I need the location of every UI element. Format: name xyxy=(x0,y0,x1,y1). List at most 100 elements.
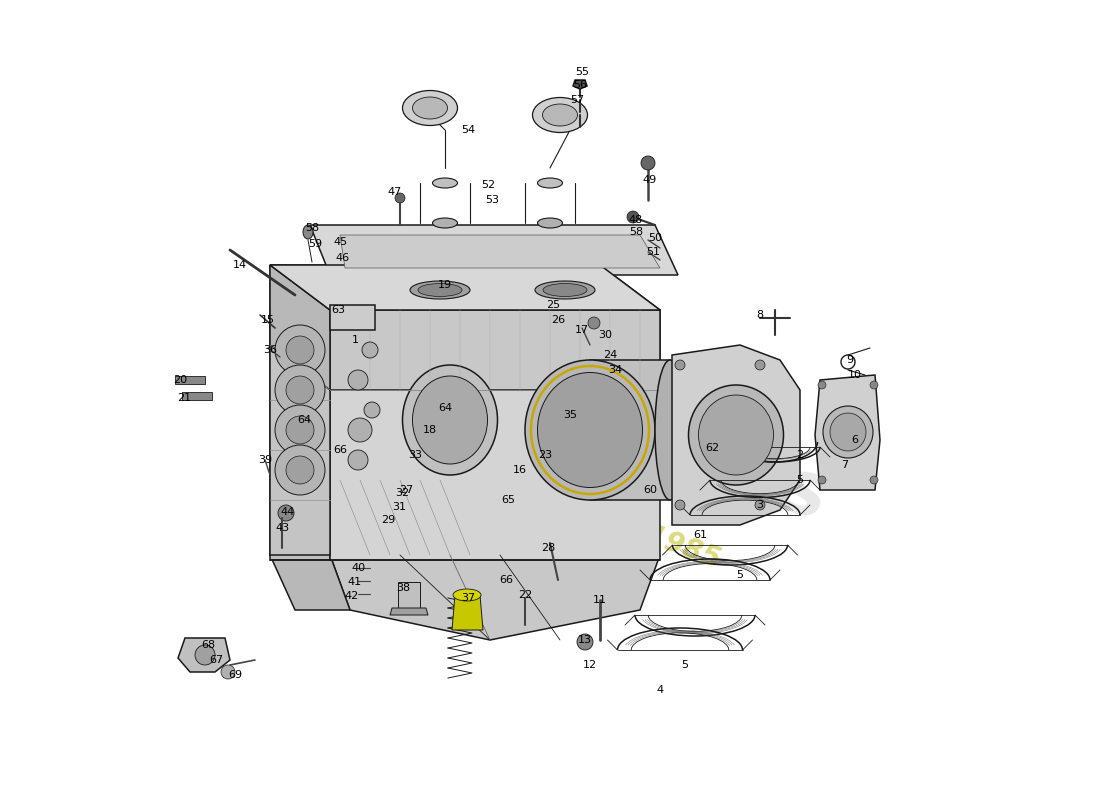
Ellipse shape xyxy=(542,104,578,126)
Text: 12: 12 xyxy=(583,660,597,670)
Ellipse shape xyxy=(403,365,497,475)
Polygon shape xyxy=(270,265,330,390)
Ellipse shape xyxy=(535,281,595,299)
Circle shape xyxy=(578,634,593,650)
Text: 57: 57 xyxy=(570,95,584,105)
Text: 58: 58 xyxy=(629,227,644,237)
Polygon shape xyxy=(270,555,350,610)
Polygon shape xyxy=(270,265,330,560)
Circle shape xyxy=(627,211,639,223)
Text: 6: 6 xyxy=(851,435,858,445)
Polygon shape xyxy=(270,310,330,555)
Text: 32: 32 xyxy=(395,488,409,498)
Text: 5: 5 xyxy=(682,660,689,670)
Polygon shape xyxy=(178,638,230,672)
Circle shape xyxy=(286,416,313,444)
Ellipse shape xyxy=(432,178,458,188)
Circle shape xyxy=(675,360,685,370)
Ellipse shape xyxy=(432,218,458,228)
Ellipse shape xyxy=(830,413,866,451)
Text: 51: 51 xyxy=(646,247,660,257)
Text: 42: 42 xyxy=(345,591,359,601)
Circle shape xyxy=(818,476,826,484)
Text: 23: 23 xyxy=(538,450,552,460)
Text: 58: 58 xyxy=(305,223,319,233)
Polygon shape xyxy=(175,376,205,384)
Text: 48: 48 xyxy=(629,215,644,225)
Polygon shape xyxy=(573,80,587,89)
Text: 25: 25 xyxy=(546,300,560,310)
Polygon shape xyxy=(330,555,660,640)
Polygon shape xyxy=(452,595,483,630)
Circle shape xyxy=(818,381,826,389)
Text: 60: 60 xyxy=(644,485,657,495)
Polygon shape xyxy=(182,392,212,400)
Circle shape xyxy=(275,405,324,455)
Ellipse shape xyxy=(403,90,458,126)
Text: 29: 29 xyxy=(381,515,395,525)
Text: 65: 65 xyxy=(500,495,515,505)
Text: 54: 54 xyxy=(461,125,475,135)
Text: 61: 61 xyxy=(693,530,707,540)
Text: 69: 69 xyxy=(228,670,242,680)
Circle shape xyxy=(870,381,878,389)
Circle shape xyxy=(286,336,313,364)
Ellipse shape xyxy=(410,281,470,299)
Text: 2: 2 xyxy=(796,450,804,460)
Text: 34: 34 xyxy=(608,365,623,375)
Text: 22: 22 xyxy=(518,590,532,600)
Text: 5: 5 xyxy=(737,570,744,580)
Text: 8: 8 xyxy=(757,310,763,320)
Circle shape xyxy=(278,505,294,521)
Circle shape xyxy=(348,370,369,390)
Text: 62: 62 xyxy=(705,443,719,453)
Text: 38: 38 xyxy=(396,583,410,593)
Text: 19: 19 xyxy=(438,280,452,290)
Text: 53: 53 xyxy=(485,195,499,205)
Ellipse shape xyxy=(412,97,448,119)
Circle shape xyxy=(286,376,313,404)
Text: 68: 68 xyxy=(201,640,216,650)
Text: 49: 49 xyxy=(642,175,657,185)
Text: 39: 39 xyxy=(257,455,272,465)
Ellipse shape xyxy=(698,395,773,475)
Text: 43: 43 xyxy=(275,523,289,533)
Text: 41: 41 xyxy=(346,577,361,587)
Text: 13: 13 xyxy=(578,635,592,645)
Text: 16: 16 xyxy=(513,465,527,475)
Ellipse shape xyxy=(823,406,873,458)
Polygon shape xyxy=(270,265,660,310)
Ellipse shape xyxy=(418,283,462,297)
Ellipse shape xyxy=(538,178,562,188)
Text: 15: 15 xyxy=(261,315,275,325)
Polygon shape xyxy=(398,582,420,608)
Text: 26: 26 xyxy=(551,315,565,325)
Polygon shape xyxy=(590,360,670,500)
Text: 52: 52 xyxy=(481,180,495,190)
Ellipse shape xyxy=(654,360,685,500)
Polygon shape xyxy=(330,310,660,390)
Text: 35: 35 xyxy=(563,410,578,420)
Text: 31: 31 xyxy=(392,502,406,512)
Circle shape xyxy=(755,360,764,370)
Ellipse shape xyxy=(302,225,313,239)
Text: 47: 47 xyxy=(388,187,403,197)
Circle shape xyxy=(221,665,235,679)
Ellipse shape xyxy=(525,360,654,500)
Ellipse shape xyxy=(543,283,587,297)
Text: 28: 28 xyxy=(541,543,556,553)
Ellipse shape xyxy=(453,589,481,601)
Polygon shape xyxy=(310,225,678,275)
Text: 27: 27 xyxy=(399,485,414,495)
Circle shape xyxy=(755,500,764,510)
Text: 4: 4 xyxy=(657,685,663,695)
Text: 30: 30 xyxy=(598,330,612,340)
Text: 24: 24 xyxy=(603,350,617,360)
Text: 66: 66 xyxy=(499,575,513,585)
Text: 59: 59 xyxy=(308,239,322,249)
Text: eurospares: eurospares xyxy=(361,302,839,538)
Circle shape xyxy=(675,500,685,510)
Circle shape xyxy=(641,156,654,170)
Circle shape xyxy=(588,317,600,329)
Text: 3: 3 xyxy=(757,500,763,510)
